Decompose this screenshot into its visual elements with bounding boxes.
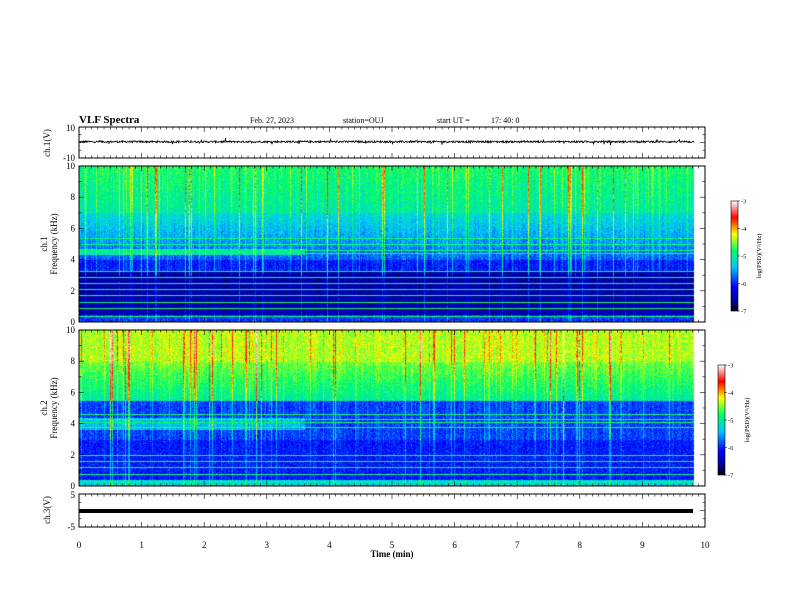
colorbar-tick-label: -3 xyxy=(741,199,746,206)
ch1-spectrogram-ytick-labels: 0 2 4 6 8 10 xyxy=(66,161,76,327)
x-tick-label: 1 xyxy=(139,540,144,550)
colorbar-tick-label: -3 xyxy=(728,363,733,370)
y-tick-label: 0 xyxy=(71,481,76,491)
x-tick-label: 2 xyxy=(202,540,207,550)
x-tick-label: 6 xyxy=(452,540,457,550)
ch3-waveform-trace xyxy=(79,509,693,513)
y-tick-label: 0 xyxy=(71,317,76,327)
colorbar-tick-label: -5 xyxy=(741,254,746,261)
ch1-colorbar-tick-labels: -3 -4 -5 -6 -7 xyxy=(737,199,747,316)
x-tick-label: 10 xyxy=(701,540,711,550)
y-tick-label: 8 xyxy=(71,192,76,202)
y-tick-label: 10 xyxy=(66,325,76,335)
ch1-channel-label: ch.1 xyxy=(39,236,49,251)
x-axis-label: Time (min) xyxy=(370,549,413,559)
y-tick-label: 2 xyxy=(71,286,76,296)
x-tick-label: 3 xyxy=(265,540,270,550)
ch3-waveform-ylabel: ch.3(V) xyxy=(42,496,52,524)
ch1-colorbar xyxy=(730,200,739,312)
ch1-waveform-panel: 10 -10 ch.1(V) xyxy=(42,123,706,163)
start-label: start UT = xyxy=(437,116,470,125)
date-label: Feb. 27, 2023 xyxy=(250,116,294,125)
ch1-waveform-line xyxy=(78,138,695,146)
colorbar-tick-label: -4 xyxy=(741,226,747,233)
x-tick-label: 7 xyxy=(515,540,520,550)
ch1-waveform-ylabel: ch.1(V) xyxy=(42,129,52,157)
ch2-frequency-label: Frequency (kHz) xyxy=(49,377,59,438)
ch2-spectrogram-ytick-labels: 0 2 4 6 8 10 xyxy=(66,325,76,491)
ch1-waveform-ticks xyxy=(78,126,706,159)
ch3-waveform-ticks xyxy=(78,493,706,528)
ch2-colorbar xyxy=(717,364,726,476)
ch2-colorbar-tick-labels: -3 -4 -5 -6 -7 xyxy=(724,363,734,480)
ch1-ytick-top: 10 xyxy=(66,123,76,133)
colorbar-tick-label: -5 xyxy=(728,418,733,425)
colorbar-tick-label: -6 xyxy=(728,445,734,452)
x-tick-label: 4 xyxy=(327,540,332,550)
y-tick-label: 8 xyxy=(71,356,76,366)
colorbar-tick-label: -7 xyxy=(728,473,734,480)
station-label: station=OUJ xyxy=(343,116,384,125)
y-tick-label: 6 xyxy=(71,223,76,233)
ch1-waveform-trace xyxy=(78,138,695,146)
y-tick-label: 4 xyxy=(71,255,76,265)
colorbar-tick-label: -7 xyxy=(741,309,747,316)
ch3-waveform-panel: 5 -5 ch.3(V) xyxy=(42,490,706,532)
x-tick-label: 0 xyxy=(77,540,82,550)
ch1-colorbar-label: log(PSD)(V²/Hz) xyxy=(756,234,763,279)
y-tick-label: 2 xyxy=(71,450,76,460)
x-axis-tick-labels: 0 1 2 3 4 5 6 7 8 9 10 xyxy=(77,540,710,550)
y-tick-label: 4 xyxy=(71,419,76,429)
y-tick-label: 10 xyxy=(66,161,76,171)
colorbar-tick-label: -6 xyxy=(741,281,747,288)
ch2-channel-label: ch.2 xyxy=(39,400,49,415)
ch1-frequency-label: Frequency (kHz) xyxy=(49,213,59,274)
ch1-spectrogram-image xyxy=(79,166,705,322)
ch1-spectrogram-ticks xyxy=(78,165,706,323)
x-tick-label: 9 xyxy=(640,540,645,550)
x-tick-label: 5 xyxy=(390,540,395,550)
ch3-ytick-top: 5 xyxy=(71,490,76,500)
figure-title: VLF Spectra xyxy=(79,114,140,126)
ch2-colorbar-label: log(PSD)(V²/Hz) xyxy=(744,398,751,443)
colorbar-tick-label: -4 xyxy=(728,390,734,397)
ch2-spectrogram-ticks xyxy=(78,329,706,487)
x-tick-label: 8 xyxy=(578,540,583,550)
ch3-ytick-bottom: -5 xyxy=(68,522,76,532)
ch1-ytick-bottom: -10 xyxy=(63,153,75,163)
y-tick-label: 6 xyxy=(71,387,76,397)
ch2-spectrogram-image xyxy=(79,330,705,486)
start-time: 17: 40: 0 xyxy=(491,116,519,125)
